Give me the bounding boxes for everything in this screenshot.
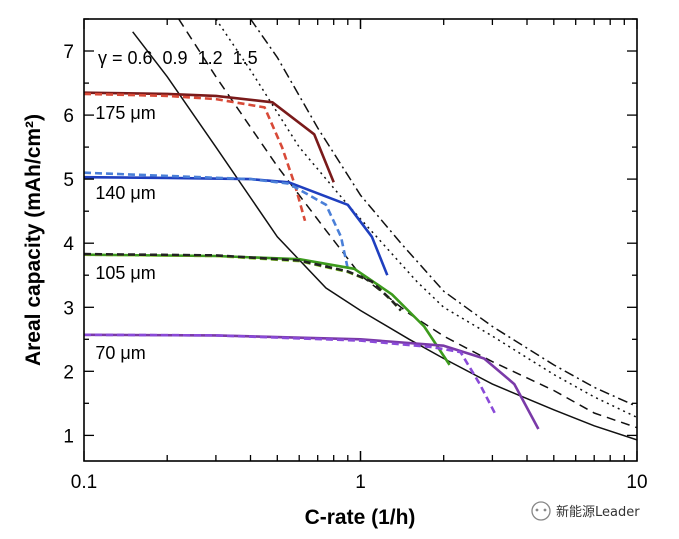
y-tick-label: 7 — [63, 42, 74, 63]
series-line-6 — [84, 252, 402, 312]
x-tick-label: 1 — [355, 472, 366, 493]
tick-labels: 0.1 1 10 1 2 3 4 5 6 7 — [63, 42, 647, 493]
y-tick-label: 3 — [63, 298, 74, 319]
y-tick-label: 4 — [63, 234, 74, 255]
data-series — [84, 91, 540, 430]
series-line-4 — [84, 253, 451, 366]
wechat-icon — [531, 501, 551, 521]
y-tick-label: 2 — [63, 362, 74, 383]
x-axis-title: C-rate (1/h) — [305, 506, 416, 529]
limit-curve-0 — [132, 31, 637, 441]
thickness-label: 175 μm — [95, 103, 155, 123]
thickness-label: 105 μm — [95, 263, 155, 283]
limit-curve-3 — [249, 19, 637, 408]
x-tick-label: 10 — [626, 472, 647, 493]
y-tick-label: 1 — [63, 426, 74, 447]
wechat-icon-eye-right — [543, 508, 547, 512]
limit-curve-2 — [215, 19, 637, 419]
axis-ticks — [83, 18, 638, 461]
wechat-icon-eye-left — [535, 508, 539, 512]
thickness-labels: 175 μm 140 μm 105 μm 70 μm — [95, 103, 155, 363]
thickness-label: 140 μm — [95, 183, 155, 203]
watermark-text: 新能源Leader — [556, 504, 640, 520]
watermark: 新能源Leader — [531, 501, 640, 521]
thickness-label: 70 μm — [95, 343, 145, 363]
series-line-0 — [84, 91, 335, 183]
x-tick-label: 0.1 — [71, 472, 97, 493]
gamma-annotation: γ = 0.6 0.9 1.2 1.5 — [98, 48, 258, 68]
y-tick-label: 5 — [63, 170, 74, 191]
series-line-3 — [84, 171, 350, 270]
y-axis-title: Areal capacity (mAh/cm²) — [22, 114, 45, 366]
limit-curves — [132, 19, 637, 441]
series-line-8 — [84, 333, 498, 417]
limit-curve-1 — [178, 19, 637, 429]
series-line-7 — [84, 333, 540, 430]
y-tick-label: 6 — [63, 106, 74, 127]
